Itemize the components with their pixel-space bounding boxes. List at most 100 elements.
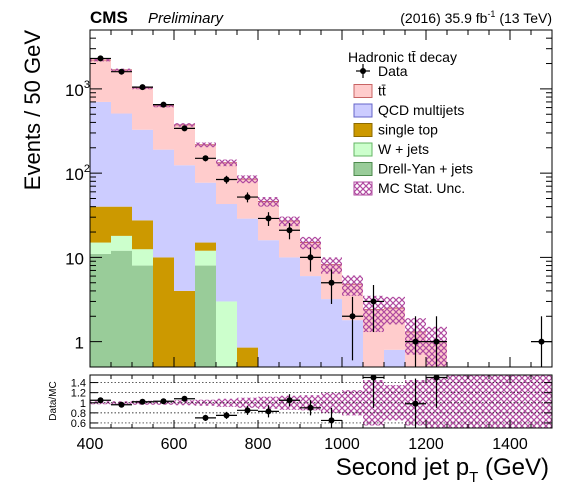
mc-unc-band	[258, 197, 279, 207]
mc-unc-band	[195, 142, 216, 148]
stack-bar	[258, 240, 279, 367]
stack-bar	[132, 220, 153, 250]
stack-bar	[90, 60, 111, 102]
legend-label: QCD multijets	[378, 102, 464, 118]
ratio-point	[433, 375, 440, 381]
legend-label: MC Stat. Unc.	[378, 180, 465, 196]
stack-bar	[153, 257, 174, 367]
ratio-point	[244, 407, 251, 414]
legend-swatch	[353, 123, 373, 137]
x-axis-label: Second jet pT (GeV)	[336, 454, 549, 486]
data-point	[286, 227, 293, 234]
ratio-point	[139, 398, 146, 405]
legend-swatch	[353, 84, 373, 98]
ratio-y-tick-label: 0.6	[71, 418, 86, 430]
series-w-jets	[90, 235, 237, 367]
ratio-point	[286, 397, 293, 404]
x-tick-label: 800	[245, 436, 272, 453]
stack-bar	[153, 105, 174, 150]
ratio-point	[97, 397, 104, 404]
mc-unc-band	[279, 216, 300, 227]
ratio-unc-band	[468, 375, 489, 428]
stack-bar	[216, 301, 237, 367]
stack-bar	[237, 218, 258, 348]
stack-bar	[111, 206, 132, 236]
ratio-point	[328, 417, 335, 424]
data-point	[202, 155, 209, 162]
y-tick-label: 103	[65, 79, 90, 100]
stack-bar	[216, 204, 237, 302]
ratio-point	[265, 408, 272, 415]
data-point	[433, 338, 440, 345]
legend-label: Drell-Yan + jets	[378, 161, 473, 177]
legend-label: Data	[378, 63, 408, 79]
stack-bar	[111, 235, 132, 251]
legend-label: W + jets	[378, 141, 429, 157]
stack-bar	[174, 124, 195, 166]
mc-unc-band	[321, 257, 342, 274]
data-point	[139, 84, 146, 91]
ratio-y-tick-label: 1.2	[71, 388, 86, 400]
stack-bar	[132, 249, 153, 266]
x-tick-label: 1000	[324, 436, 360, 453]
ratio-point	[223, 412, 230, 419]
y-tick-label: 1	[75, 334, 84, 353]
stack-bar	[279, 257, 300, 367]
stack-bar	[174, 290, 195, 367]
ratio-y-tick-label: 1	[80, 398, 86, 410]
legend: Hadronic tt̄ decay Data tt̄ QCD multijets s…	[348, 49, 473, 196]
ratio-unc-band	[531, 375, 552, 428]
stack-bar	[237, 347, 258, 367]
mc-unc-band	[216, 159, 237, 167]
mc-unc-band	[342, 275, 363, 296]
ratio-point	[181, 395, 188, 402]
stack-bar	[132, 265, 153, 367]
stack-bar	[300, 276, 321, 367]
stack-bar	[111, 113, 132, 207]
data-point	[412, 338, 419, 345]
stack-bar	[90, 101, 111, 207]
x-tick-label: 1200	[408, 436, 444, 453]
data-point	[97, 55, 104, 62]
stack-bar	[90, 206, 111, 243]
stack-bar	[384, 349, 405, 367]
y-tick-label: 10	[65, 249, 84, 268]
mc-unc-band	[300, 236, 321, 250]
legend-marker	[360, 68, 366, 74]
stack-bar	[174, 165, 195, 291]
legend-swatch	[353, 103, 373, 118]
stack-bar	[195, 182, 216, 243]
stack-bar	[195, 144, 216, 183]
stack-bar	[153, 149, 174, 258]
main-panel: 1 10 102 103 Events / 50 GeV	[20, 29, 553, 368]
mc-unc-band	[237, 175, 258, 184]
cms-label: CMS	[90, 8, 128, 27]
ratio-point	[202, 414, 209, 421]
ratio-y-tick-label: 1.4	[71, 378, 86, 390]
ratio-point	[307, 404, 314, 411]
mc-unc-band	[384, 296, 405, 325]
data-point	[118, 68, 125, 75]
lumi-label: (2016) 35.9 fb-1 (13 TeV)	[400, 9, 552, 26]
ratio-panel: 0.60.811.21.4 400 600 800 1000 1200 1400 Data/…	[48, 374, 553, 453]
y-tick-label: 102	[65, 163, 90, 184]
x-tick-label: 400	[77, 436, 104, 453]
main-y-axis-label: Events / 50 GeV	[20, 30, 45, 191]
ratio-y-tick-label: 0.8	[71, 408, 86, 420]
preliminary-label: Preliminary	[148, 10, 225, 27]
ratio-unc-band	[489, 375, 510, 428]
stack-bar	[111, 250, 132, 367]
stack-bar	[321, 299, 342, 367]
ratio-point	[370, 375, 377, 381]
stack-bar	[111, 69, 132, 114]
ratio-point	[412, 400, 419, 407]
data-point	[265, 215, 272, 222]
stack-bar	[90, 242, 111, 254]
data-point	[328, 279, 335, 286]
ratio-unc-band	[447, 375, 468, 428]
series-drell-yan-jets	[90, 250, 216, 367]
data-point	[223, 176, 230, 183]
stack-bar	[132, 87, 153, 130]
series-qcd-multijets	[90, 101, 405, 367]
